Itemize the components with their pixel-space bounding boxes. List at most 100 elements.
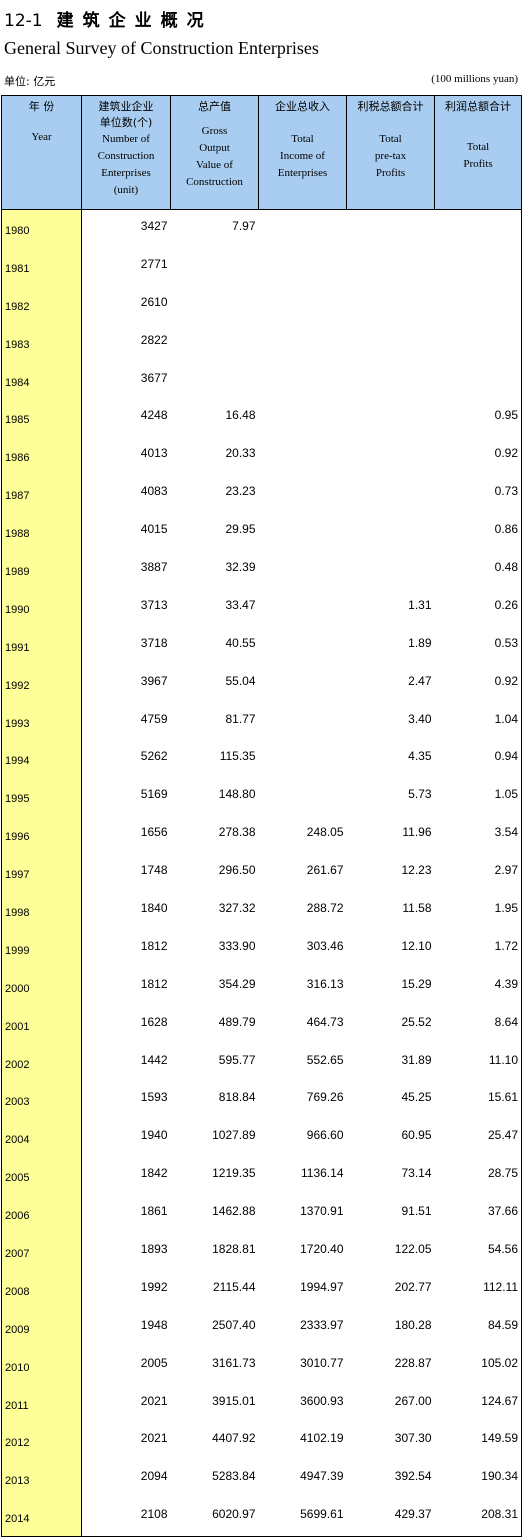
table-row: 1998 1840 327.32 288.72 11.58 1.95: [1, 892, 522, 930]
column-header-en: Number of: [102, 133, 150, 145]
year-cell: 1996: [1, 816, 82, 855]
value-cell: 0.94: [434, 740, 522, 779]
value-cell: 3010.77: [300, 1355, 344, 1370]
value-cell: 552.65: [306, 1052, 344, 1067]
value-cell: 115.35: [219, 749, 256, 764]
year-cell: 2000: [1, 967, 82, 1006]
value-cell: 15.61: [434, 1081, 522, 1120]
year-cell: 2006: [1, 1195, 82, 1234]
value-cell: 1992: [140, 1279, 168, 1294]
table-row: 1993 4759 81.77 3.40 1.04: [1, 702, 522, 741]
table-row: 1982 2610: [1, 285, 522, 324]
value-cell: 122.05: [394, 1241, 432, 1256]
value-cell: 81.77: [225, 711, 256, 726]
value-cell: 1948: [140, 1317, 168, 1332]
value-cell: 112.11: [434, 1270, 522, 1309]
table-number: 12-1: [4, 11, 43, 31]
unit-label-cn: 单位: 亿元: [4, 75, 56, 88]
value-cell: 55.04: [225, 673, 256, 688]
value-cell: 3718: [140, 635, 168, 650]
column-header-cn: 利税总额合计: [357, 100, 424, 113]
value-cell: 0.92: [434, 437, 522, 476]
column-header-en: pre-tax: [374, 150, 407, 162]
value-cell: 190.34: [434, 1460, 522, 1499]
table-row: 1989 3887 32.39 0.48: [1, 551, 522, 589]
value-cell: 25.52: [401, 1014, 432, 1029]
value-cell: 4947.39: [300, 1469, 344, 1484]
value-cell: [171, 362, 259, 400]
column-header-en: Enterprises: [101, 167, 151, 179]
value-cell: 1828.81: [212, 1241, 256, 1256]
column-header-en: Profits: [463, 158, 493, 170]
value-cell: [259, 589, 347, 627]
table-row: 2004 1940 1027.89 966.60 60.95 25.47: [1, 1119, 522, 1158]
year-cell: 2004: [1, 1119, 82, 1158]
value-cell: 84.59: [434, 1308, 522, 1347]
value-cell: 228.87: [394, 1355, 432, 1370]
title-cn-text: 建筑企业概况: [56, 11, 213, 31]
unit-label-en: (100 millions yuan): [431, 73, 518, 85]
value-cell: 11.96: [402, 825, 432, 840]
year-cell: 1994: [1, 740, 82, 779]
year-cell: 1990: [1, 588, 82, 627]
year-cell: 2001: [1, 1005, 82, 1044]
year-cell: 2012: [1, 1422, 82, 1461]
column-header-en: Total: [291, 133, 314, 145]
value-cell: [259, 286, 347, 324]
year-cell: 1982: [1, 285, 82, 324]
value-cell: 5.73: [408, 787, 432, 802]
value-cell: [347, 286, 435, 324]
value-cell: 595.77: [218, 1052, 256, 1067]
year-cell: 2014: [1, 1498, 82, 1537]
table-row: 2002 1442 595.77 552.65 31.89 11.10: [1, 1043, 522, 1082]
value-cell: 2771: [140, 256, 168, 271]
column-header-cn: 利润总额合计: [445, 100, 511, 113]
table-row: 2005 1842 1219.35 1136.14 73.14 28.75: [1, 1157, 522, 1196]
value-cell: 2333.97: [300, 1317, 344, 1332]
column-header-3: 企业总收入 Total Income of Enterprises: [258, 95, 347, 210]
table-row: 1981 2771: [1, 247, 522, 286]
table-row: 1996 1656 278.38 248.05 11.96 3.54: [1, 816, 522, 855]
value-cell: 1.04: [434, 702, 522, 741]
value-cell: 12.23: [401, 863, 432, 878]
table-row: 1987 4083 23.23 0.73: [1, 475, 522, 514]
value-cell: 16.48: [225, 408, 256, 423]
value-cell: 32.39: [225, 559, 256, 574]
value-cell: 15.29: [401, 976, 432, 991]
value-cell: 149.59: [434, 1422, 522, 1461]
value-cell: 20.33: [225, 446, 256, 461]
year-cell: 1992: [1, 664, 82, 703]
column-header-en: Gross: [201, 125, 228, 137]
value-cell: 769.26: [306, 1090, 344, 1105]
value-cell: [347, 437, 435, 475]
value-cell: 1370.91: [300, 1204, 344, 1219]
value-cell: 2610: [140, 294, 168, 309]
year-cell: 1995: [1, 778, 82, 817]
year-cell: 1993: [1, 702, 82, 741]
value-cell: [259, 399, 347, 437]
value-cell: 2021: [140, 1393, 168, 1408]
value-cell: 267.00: [394, 1393, 432, 1408]
column-header-en: Profits: [375, 167, 406, 179]
value-cell: 1442: [140, 1052, 168, 1067]
table-row: 1997 1748 296.50 261.67 12.23 2.97: [1, 854, 522, 893]
year-cell: 2003: [1, 1081, 82, 1120]
table-header: 年 份 Year 建筑业企业 单位数(个) Number of Construction…: [1, 95, 522, 210]
value-cell: 7.97: [232, 218, 256, 233]
value-cell: 0.48: [434, 551, 522, 589]
value-cell: [434, 285, 522, 324]
value-cell: 11.58: [402, 900, 432, 915]
table-row: 1999 1812 333.90 303.46 12.10 1.72: [1, 929, 522, 968]
value-cell: 3887: [140, 559, 168, 574]
table-row: 1980 3427 7.97: [1, 209, 522, 248]
year-cell: 1991: [1, 626, 82, 665]
value-cell: [259, 248, 347, 286]
value-cell: 2.47: [408, 673, 432, 688]
value-cell: 23.23: [225, 484, 256, 499]
table-row: 2013 2094 5283.84 4947.39 392.54 190.34: [1, 1460, 522, 1499]
value-cell: 45.25: [401, 1090, 432, 1105]
value-cell: 1462.88: [212, 1204, 256, 1219]
value-cell: 3677: [140, 370, 168, 385]
value-cell: 40.55: [225, 635, 256, 650]
value-cell: 5262: [140, 749, 168, 764]
